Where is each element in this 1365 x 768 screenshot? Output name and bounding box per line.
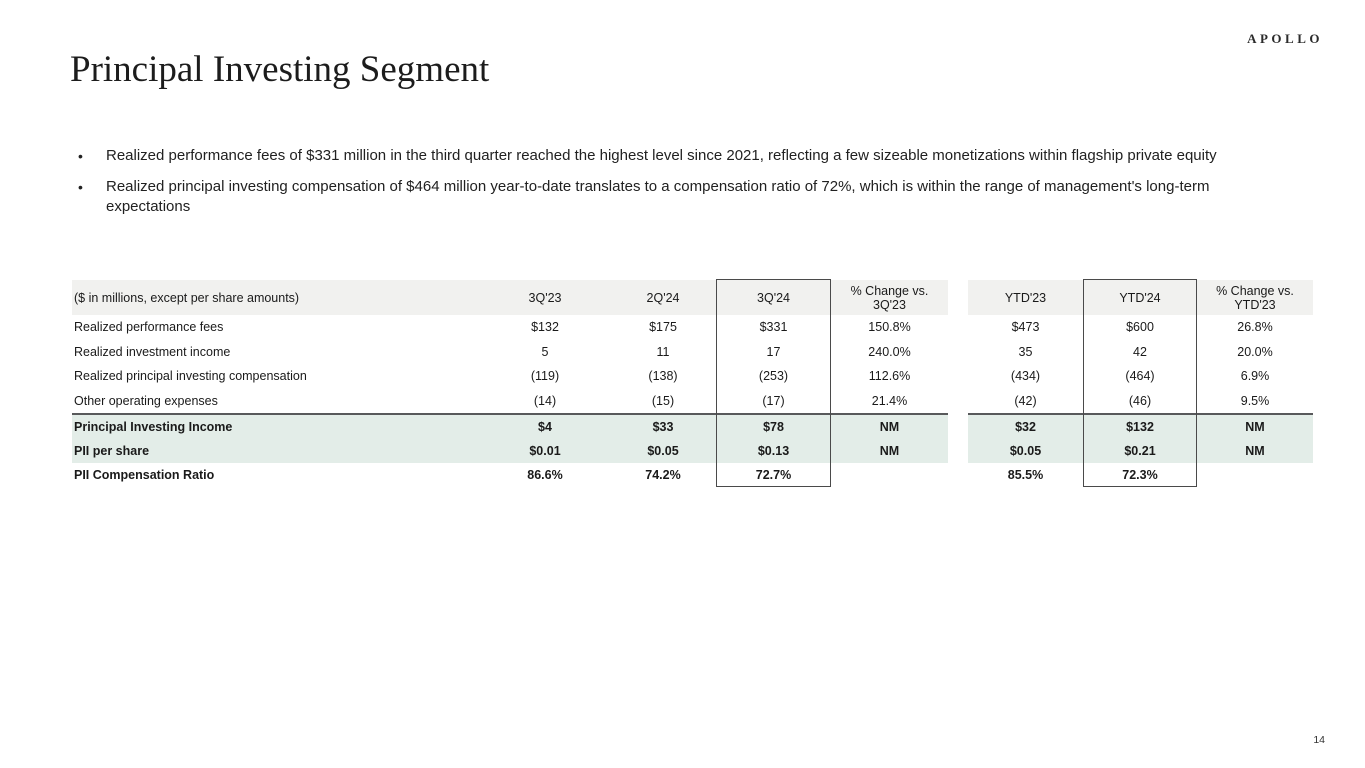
value-cell: $0.21 bbox=[1083, 439, 1197, 463]
table-note-cell: ($ in millions, except per share amounts… bbox=[72, 280, 480, 315]
value-cell: 11 bbox=[610, 339, 716, 364]
value-cell: NM bbox=[1197, 415, 1313, 439]
value-cell: 112.6% bbox=[831, 364, 948, 389]
value-cell: (14) bbox=[480, 388, 610, 413]
row-label: Realized performance fees bbox=[72, 315, 480, 340]
value-cell: (464) bbox=[1083, 364, 1197, 389]
column-header: % Change vs. 3Q'23 bbox=[831, 280, 948, 315]
bullet-item: • Realized principal investing compensat… bbox=[70, 177, 1284, 217]
column-header: YTD'24 bbox=[1083, 280, 1197, 315]
value-cell: $0.05 bbox=[610, 439, 716, 463]
column-header: 3Q'24 bbox=[716, 280, 831, 315]
page-number: 14 bbox=[1313, 734, 1325, 746]
bullet-list: • Realized performance fees of $331 mill… bbox=[70, 146, 1284, 228]
value-cell: $0.05 bbox=[968, 439, 1083, 463]
table-row: PII Compensation Ratio 86.6% 74.2% 72.7% 85.… bbox=[72, 463, 1313, 487]
row-label: PII Compensation Ratio bbox=[72, 463, 480, 487]
value-cell: (42) bbox=[968, 388, 1083, 413]
divider-gap bbox=[948, 413, 968, 415]
row-label: Realized principal investing compensatio… bbox=[72, 364, 480, 389]
value-cell: $0.01 bbox=[480, 439, 610, 463]
value-cell: 6.9% bbox=[1197, 364, 1313, 389]
value-cell bbox=[831, 463, 948, 487]
value-cell: (46) bbox=[1083, 388, 1197, 413]
value-cell: 72.3% bbox=[1083, 463, 1197, 487]
bullet-icon: • bbox=[78, 148, 83, 164]
column-gap bbox=[948, 439, 968, 463]
value-cell: 85.5% bbox=[968, 463, 1083, 487]
value-cell: NM bbox=[1197, 439, 1313, 463]
value-cell: 17 bbox=[716, 339, 831, 364]
value-cell: $473 bbox=[968, 315, 1083, 340]
section-divider bbox=[72, 413, 1313, 415]
value-cell: $132 bbox=[480, 315, 610, 340]
value-cell: 240.0% bbox=[831, 339, 948, 364]
row-label: Other operating expenses bbox=[72, 388, 480, 413]
value-cell: $78 bbox=[716, 415, 831, 439]
value-cell: $33 bbox=[610, 415, 716, 439]
value-cell: (253) bbox=[716, 364, 831, 389]
table-header-row: ($ in millions, except per share amounts… bbox=[72, 280, 1313, 315]
column-header: 3Q'23 bbox=[480, 280, 610, 315]
value-cell: 35 bbox=[968, 339, 1083, 364]
value-cell: (434) bbox=[968, 364, 1083, 389]
table-row: PII per share $0.01 $0.05 $0.13 NM $0.05 $0.21… bbox=[72, 439, 1313, 463]
value-cell: $331 bbox=[716, 315, 831, 340]
financial-table: ($ in millions, except per share amounts… bbox=[72, 279, 1313, 487]
value-cell: (17) bbox=[716, 388, 831, 413]
row-label: Principal Investing Income bbox=[72, 415, 480, 439]
value-cell: 42 bbox=[1083, 339, 1197, 364]
value-cell: 74.2% bbox=[610, 463, 716, 487]
table-row: Realized principal investing compensatio… bbox=[72, 364, 1313, 389]
value-cell: NM bbox=[831, 439, 948, 463]
column-gap bbox=[948, 463, 968, 487]
table-row: Principal Investing Income $4 $33 $78 NM $32 $… bbox=[72, 415, 1313, 439]
value-cell: 150.8% bbox=[831, 315, 948, 340]
bullet-icon: • bbox=[78, 179, 83, 195]
value-cell: 21.4% bbox=[831, 388, 948, 413]
value-cell: 20.0% bbox=[1197, 339, 1313, 364]
column-gap bbox=[948, 415, 968, 439]
value-cell: $132 bbox=[1083, 415, 1197, 439]
bullet-text: Realized performance fees of $331 millio… bbox=[106, 147, 1217, 164]
value-cell: NM bbox=[831, 415, 948, 439]
value-cell: (119) bbox=[480, 364, 610, 389]
table-row: Realized performance fees $132 $175 $331 150… bbox=[72, 315, 1313, 340]
column-gap bbox=[948, 388, 968, 413]
value-cell: 72.7% bbox=[716, 463, 831, 487]
value-cell: $175 bbox=[610, 315, 716, 340]
divider-right bbox=[968, 413, 1313, 415]
value-cell: (15) bbox=[610, 388, 716, 413]
value-cell: $32 bbox=[968, 415, 1083, 439]
value-cell: $0.13 bbox=[716, 439, 831, 463]
value-cell: (138) bbox=[610, 364, 716, 389]
value-cell: 86.6% bbox=[480, 463, 610, 487]
bullet-item: • Realized performance fees of $331 mill… bbox=[70, 146, 1284, 166]
column-header: % Change vs. YTD'23 bbox=[1197, 280, 1313, 315]
bullet-text: Realized principal investing compensatio… bbox=[106, 178, 1210, 215]
apollo-logo: APOLLO bbox=[1247, 31, 1323, 46]
value-cell: 26.8% bbox=[1197, 315, 1313, 340]
divider-left bbox=[72, 413, 948, 415]
table-row: Other operating expenses (14) (15) (17) 21.4… bbox=[72, 388, 1313, 413]
value-cell: $4 bbox=[480, 415, 610, 439]
column-header: YTD'23 bbox=[968, 280, 1083, 315]
row-label: Realized investment income bbox=[72, 339, 480, 364]
column-header: 2Q'24 bbox=[610, 280, 716, 315]
column-gap bbox=[948, 364, 968, 389]
column-gap bbox=[948, 339, 968, 364]
value-cell: 9.5% bbox=[1197, 388, 1313, 413]
page-title: Principal Investing Segment bbox=[70, 49, 490, 90]
value-cell: 5 bbox=[480, 339, 610, 364]
table-row: Realized investment income 5 11 17 240.0% 35 4… bbox=[72, 339, 1313, 364]
value-cell bbox=[1197, 463, 1313, 487]
table-body: ($ in millions, except per share amounts… bbox=[72, 280, 1313, 487]
column-gap bbox=[948, 280, 968, 315]
row-label: PII per share bbox=[72, 439, 480, 463]
value-cell: $600 bbox=[1083, 315, 1197, 340]
column-gap bbox=[948, 315, 968, 340]
